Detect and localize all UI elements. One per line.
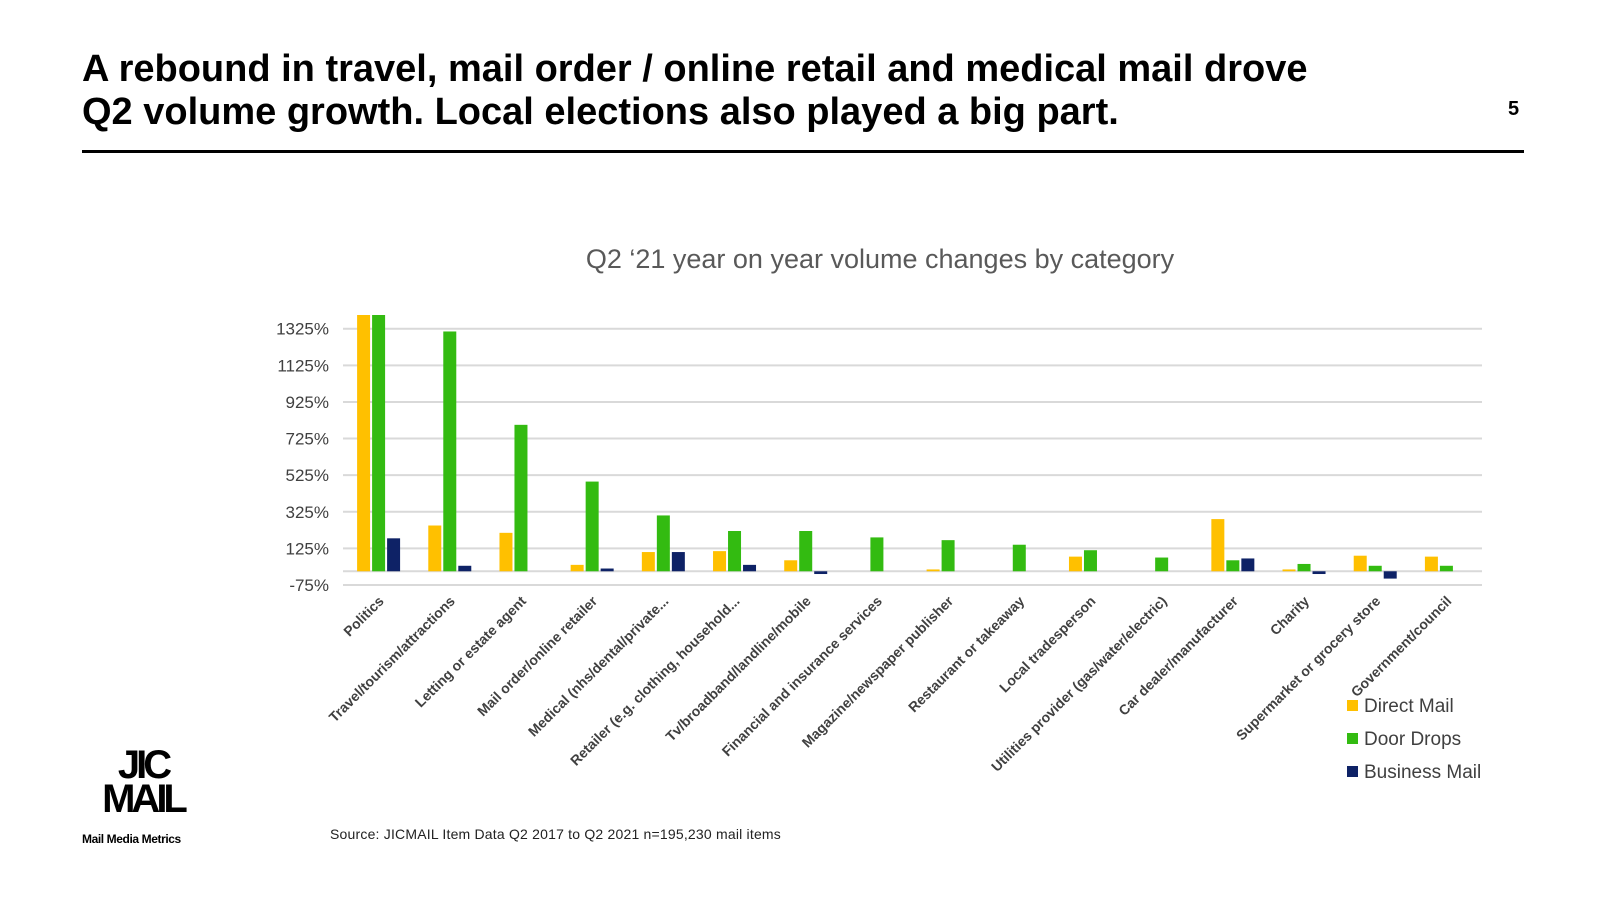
bars [357, 315, 1453, 579]
bar-business-mail [1241, 558, 1255, 572]
chart-title: Q2 ‘21 year on year volume changes by ca… [586, 244, 1175, 274]
headline-line-2: Q2 volume growth. Local elections also p… [82, 91, 1119, 133]
y-tick-label: 525% [286, 466, 329, 485]
bar-direct-mail [357, 315, 371, 572]
gridlines [343, 327, 1482, 586]
x-tick-label: Politics [340, 593, 387, 640]
x-tick-label: Financial and insurance services [719, 593, 886, 760]
x-tick-label: Medical (nhs/dental/private... [525, 593, 672, 740]
bar-business-mail [814, 571, 828, 575]
x-tick-label: Supermarket or grocery store [1233, 593, 1384, 744]
y-tick-label: 125% [286, 539, 329, 558]
bar-door-drops [728, 531, 742, 572]
legend-label: Direct Mail [1364, 696, 1454, 717]
x-tick-label: Car dealer/manufacturer [1115, 592, 1241, 718]
bar-door-drops [941, 540, 955, 572]
bar-door-drops [799, 531, 813, 572]
slide-headline: A rebound in travel, mail order / online… [82, 48, 1462, 134]
bar-business-mail [600, 568, 614, 572]
bar-door-drops [870, 537, 884, 572]
legend-swatch [1347, 733, 1358, 744]
x-tick-label: Travel/tourism/attractions [326, 593, 458, 725]
bar-direct-mail [428, 525, 442, 572]
bar-business-mail [1383, 571, 1397, 579]
logo-line-2: MAIL [102, 777, 188, 821]
bar-direct-mail [1282, 569, 1296, 572]
bar-door-drops [1012, 544, 1026, 572]
bar-door-drops [1297, 563, 1311, 572]
bar-door-drops [1155, 557, 1169, 572]
bar-direct-mail [1068, 556, 1082, 572]
bar-door-drops [514, 424, 528, 572]
bar-business-mail [671, 552, 685, 572]
bar-direct-mail [1424, 556, 1438, 572]
legend-swatch [1347, 700, 1358, 711]
legend-label: Business Mail [1364, 762, 1481, 783]
bar-direct-mail [570, 564, 584, 572]
y-tick-label: 325% [286, 503, 329, 522]
chart-legend: Direct Mail Door Drops Business Mail [1347, 696, 1481, 783]
bar-door-drops [1226, 560, 1240, 572]
x-tick-label: Restaurant or takeaway [905, 593, 1028, 716]
bar-direct-mail [784, 560, 798, 572]
headline-line-1: A rebound in travel, mail order / online… [82, 48, 1308, 90]
bar-door-drops [656, 515, 670, 572]
y-tick-label: 1325% [276, 320, 329, 339]
x-tick-label: Charity [1267, 593, 1313, 639]
bar-door-drops [1368, 565, 1382, 572]
x-tick-label: Tv/broadband/landline/mobile [662, 593, 814, 745]
bar-business-mail [387, 538, 401, 572]
bar-direct-mail [713, 551, 727, 572]
logo-line-1: JIC [117, 743, 172, 787]
headline-divider [82, 150, 1524, 153]
x-axis-category-labels: PoliticsTravel/tourism/attractionsLettin… [326, 592, 1455, 774]
jicmail-logo: JIC MAIL Mail Media Metrics [82, 743, 212, 848]
x-tick-label: Mail order/online retailer [474, 592, 601, 719]
bar-door-drops [443, 331, 457, 572]
bar-direct-mail [641, 552, 655, 572]
y-tick-label: 725% [286, 430, 329, 449]
bar-door-drops [1439, 565, 1453, 572]
bar-business-mail [743, 564, 757, 572]
page-number: 5 [1508, 98, 1520, 120]
bar-business-mail [1312, 571, 1326, 575]
legend-swatch [1347, 766, 1358, 777]
bar-door-drops [585, 481, 599, 572]
logo-tagline: Mail Media Metrics [82, 832, 181, 846]
bar-direct-mail [1211, 519, 1225, 572]
bar-business-mail [458, 565, 472, 572]
y-axis-ticks: -75% 125% 325% 525% 725% 925% 1125% 1325% [276, 320, 329, 595]
x-tick-label: Magazine/newspaper publisher [799, 592, 957, 750]
bar-direct-mail [499, 532, 513, 572]
source-note: Source: JICMAIL Item Data Q2 2017 to Q2 … [330, 826, 781, 842]
bar-door-drops [372, 315, 386, 572]
y-tick-label: 1125% [277, 356, 329, 375]
y-tick-label: 925% [286, 393, 329, 412]
y-tick-label: -75% [289, 576, 329, 595]
bar-direct-mail [926, 569, 940, 572]
bar-direct-mail [1353, 555, 1367, 572]
bar-door-drops [1083, 550, 1097, 572]
legend-label: Door Drops [1364, 729, 1461, 750]
